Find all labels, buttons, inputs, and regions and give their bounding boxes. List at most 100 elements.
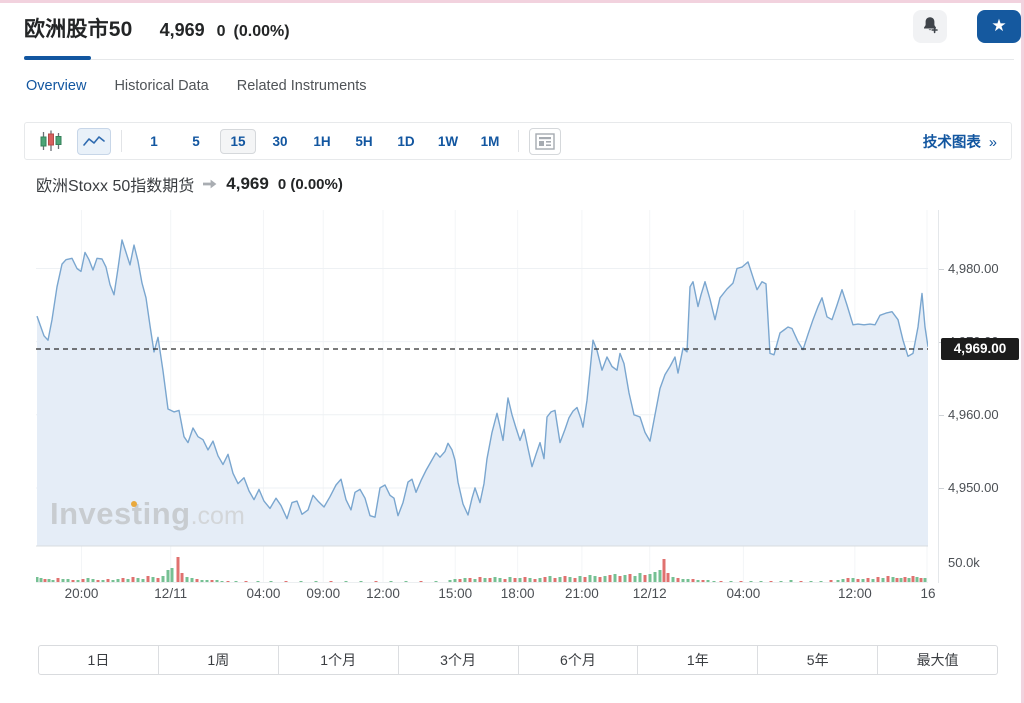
volume-bar [458, 579, 462, 582]
toolbar-separator [518, 130, 519, 152]
volume-bar [170, 568, 174, 582]
volume-bar [314, 581, 318, 582]
volume-bar [603, 576, 607, 582]
chart-canvas[interactable] [35, 210, 929, 583]
chart-change: 0 (0.00%) [277, 175, 343, 193]
header-change: 0 [216, 23, 226, 40]
volume-bar [210, 580, 214, 582]
volume-bar [151, 577, 155, 582]
volume-bar [759, 581, 763, 582]
volume-bar [593, 576, 597, 582]
volume-bar [769, 581, 773, 582]
volume-bar [91, 579, 95, 582]
volume-bar [681, 579, 685, 582]
volume-bar [35, 577, 39, 582]
add-to-watchlist-button[interactable]: ★ [977, 10, 1021, 43]
volume-bar [299, 581, 303, 582]
volume-bar [528, 578, 532, 582]
timeframe-group: 1 5 15 30 1H 5H 1D 1W 1M [136, 128, 508, 154]
page-title: 欧洲股市50 [24, 18, 133, 41]
volume-bar [653, 572, 657, 582]
volume-bar [453, 579, 457, 582]
volume-bar [86, 578, 90, 582]
newspaper-icon [535, 132, 555, 150]
volume-bar [463, 578, 467, 582]
volume-bar [136, 578, 140, 582]
window-edge-right [1021, 0, 1024, 703]
range-button-6[interactable]: 5年 [758, 646, 879, 674]
volume-bar [244, 581, 248, 582]
volume-bar [895, 578, 899, 582]
volume-bar [205, 580, 209, 582]
chart-header: 欧洲Stoxx 50指数期货 4,969 0 (0.00%) [36, 172, 343, 196]
y-axis-label: 4,950.00 [939, 480, 999, 495]
timeframe-1h[interactable]: 1H [313, 133, 331, 149]
volume-bar [548, 576, 552, 582]
volume-bar [419, 581, 423, 582]
volume-bar [836, 580, 840, 582]
range-button-5[interactable]: 1年 [638, 646, 759, 674]
volume-bar [161, 576, 165, 582]
price-axis: 4,980.004,970.004,960.004,950.0050.0k4,9… [938, 210, 1024, 583]
candlestick-chart-button[interactable] [37, 128, 65, 154]
volume-bar [618, 576, 622, 582]
range-button-0[interactable]: 1日 [39, 646, 159, 674]
timeframe-5[interactable]: 5 [192, 133, 200, 149]
timeframe-1m[interactable]: 1M [480, 133, 500, 149]
volume-bar [851, 578, 855, 582]
volume-bar [696, 580, 700, 582]
volume-bar [899, 578, 903, 582]
window-edge-top [0, 0, 1024, 3]
tab-related-instruments[interactable]: Related Instruments [236, 78, 367, 94]
volume-bar [598, 577, 602, 582]
range-button-7[interactable]: 最大值 [916, 652, 959, 668]
volume-bar [719, 581, 723, 582]
volume-bar [166, 570, 170, 582]
volume-bar [829, 580, 833, 582]
timeframe-1w[interactable]: 1W [437, 133, 459, 149]
line-chart-button[interactable] [77, 127, 111, 155]
volume-bar [478, 577, 482, 582]
volume-bar [269, 581, 273, 582]
volume-bar [583, 577, 587, 582]
range-button-3[interactable]: 3个月 [399, 646, 519, 674]
volume-bar [508, 577, 512, 582]
range-button-1[interactable]: 1周 [159, 646, 279, 674]
volume-bar [701, 580, 705, 582]
chart-instrument-name: 欧洲Stoxx 50指数期货 [36, 178, 195, 195]
x-axis-label: 12/11 [154, 586, 188, 601]
range-button-2[interactable]: 1个月 [279, 646, 399, 674]
volume-bar [256, 581, 260, 582]
volume-bar [106, 579, 110, 582]
timeframe-30[interactable]: 30 [272, 133, 288, 149]
volume-bar [488, 578, 492, 582]
range-button-4[interactable]: 6个月 [519, 646, 639, 674]
timeframe-1d[interactable]: 1D [397, 133, 415, 149]
volume-bar [195, 579, 199, 582]
volume-bar [190, 578, 194, 582]
create-alert-button[interactable] [913, 10, 947, 43]
timeframe-15[interactable]: 15 [220, 128, 256, 154]
volume-bar [121, 578, 125, 582]
volume-bar [671, 577, 675, 582]
timeframe-1[interactable]: 1 [150, 133, 158, 149]
volume-bar [226, 581, 230, 582]
technical-chart-link[interactable]: 技术图表 » [923, 131, 997, 152]
volume-bar [658, 570, 662, 582]
volume-bar [648, 574, 652, 582]
chart-news-button[interactable] [529, 127, 561, 155]
header-change-pct: (0.00%) [233, 23, 290, 40]
volume-bar [846, 578, 850, 582]
tab-historical-data[interactable]: Historical Data [114, 78, 209, 94]
timeframe-5h[interactable]: 5H [355, 133, 373, 149]
volume-bar [676, 578, 680, 582]
volume-bar [220, 581, 224, 582]
header-divider [24, 59, 1014, 60]
bell-plus-icon [920, 15, 940, 38]
x-axis-label: 12/12 [632, 586, 667, 601]
volume-bar [923, 578, 927, 582]
tab-overview[interactable]: Overview [26, 78, 87, 94]
volume-bar [39, 578, 43, 582]
price-chart[interactable] [35, 210, 929, 583]
volume-bar [588, 575, 592, 582]
